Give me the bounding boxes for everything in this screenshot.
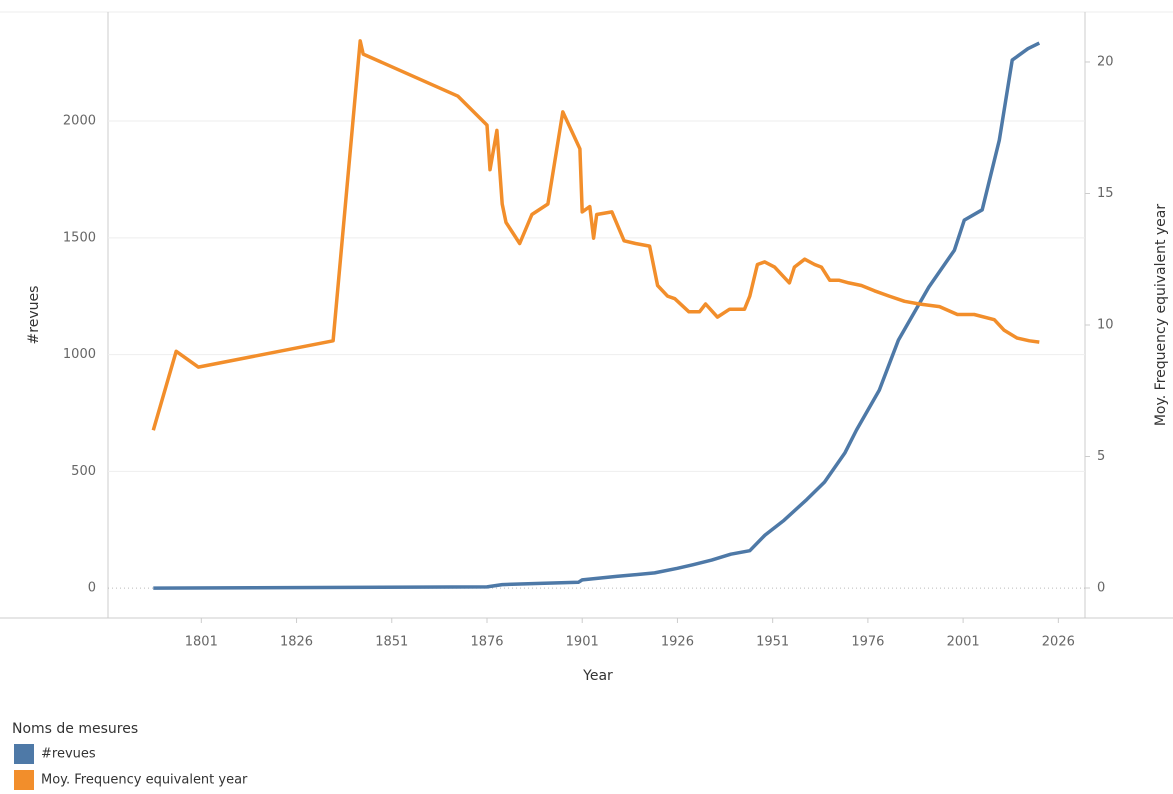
y-tick-label: 2000	[63, 114, 96, 129]
y-tick-label: 1000	[63, 347, 96, 362]
x-axis-label: Year	[582, 668, 613, 684]
x-tick-label: 1876	[470, 635, 503, 650]
x-tick-label: 1801	[185, 635, 218, 650]
y-axis-label: #revues	[26, 286, 42, 345]
y2-axis-label: Moy. Frequency equivalent year	[1153, 204, 1169, 427]
legend-label: Moy. Frequency equivalent year	[41, 773, 248, 788]
y2-tick-label: 15	[1097, 186, 1114, 201]
x-tick-label: 1976	[851, 635, 884, 650]
y2-tick-label: 20	[1097, 54, 1114, 69]
legend-label: #revues	[41, 747, 96, 762]
x-tick-label: 1951	[756, 635, 789, 650]
y-tick-label: 1500	[63, 230, 96, 245]
x-tick-label: 1851	[375, 635, 408, 650]
legend-title: Noms de mesures	[12, 721, 138, 737]
series-line	[153, 41, 1041, 590]
legend-swatch	[14, 744, 34, 764]
y2-tick-label: 0	[1097, 581, 1105, 596]
y2-tick-label: 5	[1097, 449, 1105, 464]
x-tick-label: 2026	[1042, 635, 1075, 650]
y-tick-label: 0	[88, 581, 96, 596]
legend-swatch	[14, 770, 34, 790]
x-tick-label: 1826	[280, 635, 313, 650]
series-line	[151, 39, 1040, 431]
x-tick-label: 1901	[566, 635, 599, 650]
x-tick-label: 1926	[661, 635, 694, 650]
x-tick-label: 2001	[947, 635, 980, 650]
y2-tick-label: 10	[1097, 317, 1114, 332]
y-tick-label: 500	[71, 464, 96, 479]
